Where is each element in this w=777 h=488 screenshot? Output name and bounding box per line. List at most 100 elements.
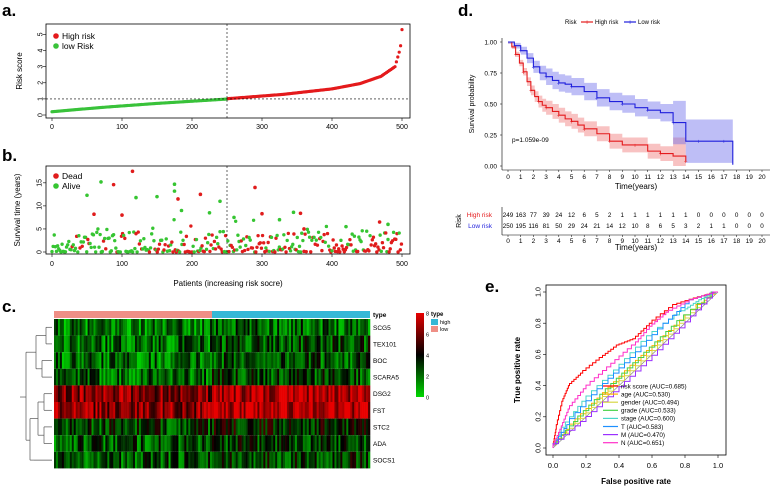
alive-point <box>232 215 236 220</box>
heatmap-cell <box>67 368 71 386</box>
heatmap-cell <box>243 451 246 469</box>
heatmap-cell <box>328 385 331 402</box>
risk-table-cell: 5 <box>671 223 675 230</box>
heatmap-cell <box>294 402 298 419</box>
heatmap-cell <box>356 385 359 402</box>
km-censor-mark: + <box>557 114 561 120</box>
heatmap-cell <box>188 368 191 386</box>
alive-point <box>85 250 89 254</box>
heatmap-cell <box>63 402 67 419</box>
heatmap-cell <box>336 335 339 353</box>
heatmap-cell <box>340 335 343 353</box>
heatmap-cell <box>127 368 130 386</box>
panel-c-row-dendrogram <box>20 326 52 461</box>
heatmap-cell <box>176 402 179 419</box>
heatmap-cell <box>200 418 203 436</box>
b-x-tick-label: 500 <box>396 261 408 268</box>
alive-point <box>207 211 212 215</box>
heatmap-cell <box>170 368 173 386</box>
heatmap-cell <box>107 319 110 336</box>
heatmap-cell <box>352 335 355 353</box>
heatmap-cell <box>186 335 189 353</box>
heatmap-cell <box>314 435 317 452</box>
heatmap-cell <box>125 402 128 419</box>
heatmap-cell <box>99 402 102 419</box>
heatmap-cell <box>180 435 183 452</box>
heatmap-cell <box>61 319 65 336</box>
heatmap-cell <box>310 319 314 336</box>
heatmap-cell <box>166 368 169 386</box>
heatmap-cell <box>332 352 335 369</box>
dead-point <box>259 246 264 250</box>
heatmap-cell <box>71 435 75 452</box>
heatmap-cell <box>166 402 169 419</box>
heatmap-cell <box>312 451 315 469</box>
heatmap-cell <box>194 435 197 452</box>
heatmap-cell <box>318 319 321 336</box>
heatmap-cell <box>350 435 353 452</box>
dead-point <box>286 231 291 236</box>
heatmap-cell <box>133 402 136 419</box>
heatmap-cell <box>71 451 75 469</box>
b-y-tick-label: 0 <box>37 250 44 254</box>
heatmap-cell <box>61 368 65 386</box>
heatmap-cell <box>310 368 314 386</box>
risk-table-x-tick-label: 9 <box>620 238 624 245</box>
dead-point <box>348 237 352 242</box>
heatmap-cell <box>133 451 136 469</box>
heatmap-cell <box>81 335 84 353</box>
roc-x-tick-label: 0.8 <box>680 461 690 470</box>
legend-high-risk-label: High risk <box>62 31 96 41</box>
heatmap-cell <box>168 418 171 436</box>
alive-point <box>160 238 164 242</box>
risk-table-cell: 1 <box>621 212 625 219</box>
km-x-tick-label: 15 <box>695 174 703 181</box>
heatmap-cell <box>259 335 262 353</box>
heatmap-cell <box>364 368 367 386</box>
heatmap-cell <box>142 402 146 419</box>
heatmap-cell <box>212 418 215 436</box>
heatmap-cell <box>154 319 157 336</box>
heatmap-cell <box>294 335 298 353</box>
heatmap-cell <box>164 352 167 369</box>
heatmap-cell <box>310 402 314 419</box>
heatmap-cell <box>79 435 82 452</box>
heatmap-cell <box>366 368 369 386</box>
heatmap-cell <box>348 385 351 402</box>
heatmap-cell <box>174 418 177 436</box>
heatmap-cell <box>352 368 355 386</box>
heatmap-cell <box>55 435 59 452</box>
alive-point <box>194 237 199 242</box>
heatmap-cell <box>239 385 242 402</box>
heatmap-cell <box>168 435 171 452</box>
heatmap-cell <box>292 451 296 469</box>
heatmap-cell <box>117 319 120 336</box>
heatmap-cell <box>168 402 171 419</box>
heatmap-cell <box>184 402 187 419</box>
heatmap-cell <box>174 352 177 369</box>
heatmap-cell <box>316 368 319 386</box>
heatmap-cell <box>103 435 106 452</box>
heatmap-cell <box>71 352 75 369</box>
heatmap-cell <box>273 319 276 336</box>
heatmap-cell <box>97 451 100 469</box>
heatmap-cell <box>146 368 150 386</box>
heatmap-cell <box>294 435 298 452</box>
heatmap-cell <box>364 319 367 336</box>
heatmap-cell <box>239 319 242 336</box>
alive-point <box>65 243 70 247</box>
km-legend-low-label: Low risk <box>638 20 661 26</box>
heatmap-cell <box>101 368 104 386</box>
heatmap-cell <box>93 352 96 369</box>
heatmap-cell <box>194 335 197 353</box>
dead-point <box>274 236 278 240</box>
heatmap-cell <box>144 402 148 419</box>
heatmap-cell <box>156 352 159 369</box>
heatmap-cell <box>105 451 108 469</box>
alive-point <box>397 231 401 235</box>
heatmap-cell <box>125 352 128 369</box>
heatmap-cell <box>188 319 191 336</box>
alive-point <box>151 226 155 230</box>
heatmap-cell <box>263 335 266 353</box>
heatmap-cell <box>344 335 347 353</box>
